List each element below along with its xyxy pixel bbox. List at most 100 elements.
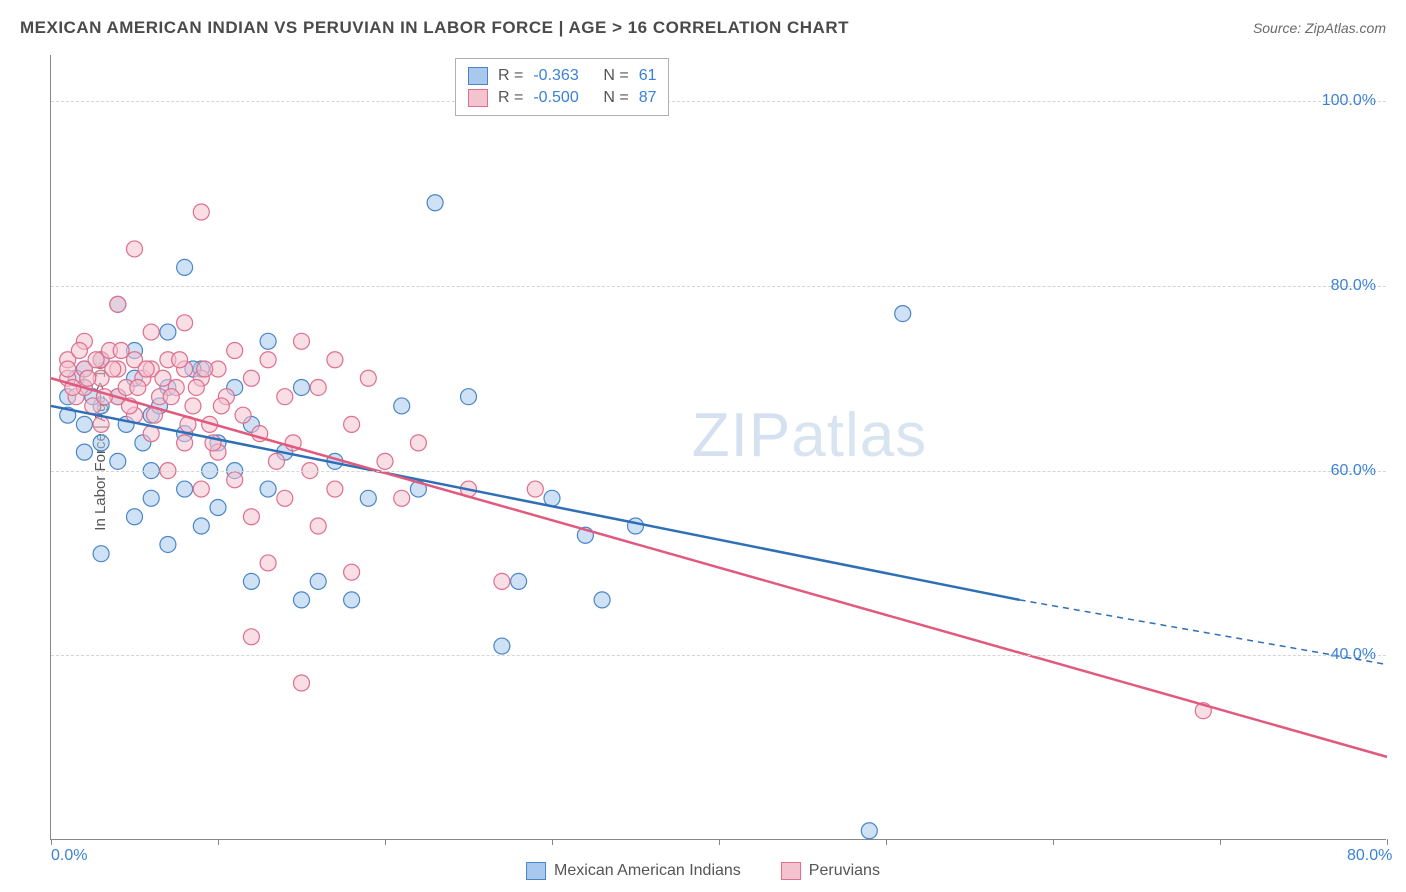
x-tick: [1053, 839, 1054, 845]
x-tick-label: 80.0%: [1347, 847, 1392, 865]
scatter-point: [177, 315, 193, 331]
trend-line: [51, 378, 1387, 757]
scatter-point: [310, 518, 326, 534]
x-tick: [385, 839, 386, 845]
series-swatch: [781, 862, 801, 880]
scatter-point: [268, 453, 284, 469]
scatter-point: [172, 352, 188, 368]
scatter-point: [210, 500, 226, 516]
scatter-point: [344, 592, 360, 608]
gridline-h: [51, 655, 1386, 656]
scatter-point: [185, 398, 201, 414]
scatter-point: [177, 481, 193, 497]
plot-area: ZIPatlas 0.0%80.0% 40.0%60.0%80.0%100.0%: [50, 55, 1386, 840]
x-tick: [1220, 839, 1221, 845]
scatter-point: [88, 352, 104, 368]
scatter-point: [360, 370, 376, 386]
scatter-point: [193, 204, 209, 220]
scatter-point: [327, 481, 343, 497]
scatter-point: [127, 509, 143, 525]
y-tick-label: 100.0%: [1322, 92, 1376, 110]
scatter-point: [143, 324, 159, 340]
x-tick: [552, 839, 553, 845]
gridline-h: [51, 286, 1386, 287]
scatter-point: [160, 536, 176, 552]
x-tick: [218, 839, 219, 845]
scatter-point: [227, 343, 243, 359]
x-tick: [1387, 839, 1388, 845]
chart-title: MEXICAN AMERICAN INDIAN VS PERUVIAN IN L…: [20, 18, 849, 38]
legend-item: Mexican American Indians: [526, 862, 741, 880]
scatter-point: [410, 435, 426, 451]
scatter-point: [277, 490, 293, 506]
scatter-point: [394, 398, 410, 414]
y-tick-label: 60.0%: [1331, 462, 1376, 480]
r-label: R =: [498, 89, 523, 107]
scatter-point: [105, 361, 121, 377]
scatter-point: [294, 675, 310, 691]
x-tick: [719, 839, 720, 845]
bottom-legend: Mexican American Indians Peruvians: [526, 862, 880, 880]
scatter-point: [461, 389, 477, 405]
scatter-point: [243, 629, 259, 645]
scatter-point: [310, 573, 326, 589]
scatter-point: [127, 241, 143, 257]
scatter-point: [177, 435, 193, 451]
scatter-point: [193, 481, 209, 497]
scatter-point: [76, 416, 92, 432]
scatter-point: [235, 407, 251, 423]
scatter-point: [163, 389, 179, 405]
scatter-point: [310, 379, 326, 395]
scatter-point: [155, 370, 171, 386]
scatter-point: [344, 416, 360, 432]
scatter-point: [260, 352, 276, 368]
scatter-point: [60, 361, 76, 377]
legend-item: Peruvians: [781, 862, 880, 880]
stats-row: R =-0.363N =61: [468, 65, 656, 87]
scatter-point: [861, 823, 877, 839]
scatter-point: [527, 481, 543, 497]
scatter-point: [377, 453, 393, 469]
scatter-point: [360, 490, 376, 506]
scatter-point: [193, 518, 209, 534]
scatter-point: [80, 370, 96, 386]
scatter-point: [344, 564, 360, 580]
scatter-point: [294, 379, 310, 395]
scatter-point: [260, 481, 276, 497]
scatter-point: [260, 333, 276, 349]
source-attribution: Source: ZipAtlas.com: [1253, 20, 1386, 36]
scatter-point: [93, 416, 109, 432]
scatter-point: [76, 444, 92, 460]
gridline-h: [51, 471, 1386, 472]
stats-box: R =-0.363N =61R =-0.500N =87: [455, 58, 669, 116]
stats-row: R =-0.500N =87: [468, 87, 656, 109]
scatter-point: [188, 379, 204, 395]
series-swatch: [526, 862, 546, 880]
title-bar: MEXICAN AMERICAN INDIAN VS PERUVIAN IN L…: [20, 18, 1386, 38]
legend-label: Mexican American Indians: [554, 862, 741, 880]
scatter-point: [213, 398, 229, 414]
trend-line: [51, 406, 1020, 600]
n-value: 87: [639, 89, 657, 107]
n-label: N =: [603, 89, 628, 107]
gridline-h: [51, 101, 1386, 102]
scatter-point: [93, 546, 109, 562]
scatter-point: [594, 592, 610, 608]
scatter-point: [93, 435, 109, 451]
scatter-point: [243, 370, 259, 386]
scatter-point: [427, 195, 443, 211]
scatter-point: [294, 333, 310, 349]
scatter-point: [511, 573, 527, 589]
x-tick: [51, 839, 52, 845]
scatter-point: [243, 509, 259, 525]
scatter-point: [494, 573, 510, 589]
scatter-point: [277, 389, 293, 405]
series-swatch: [468, 89, 488, 107]
n-label: N =: [603, 67, 628, 85]
scatter-point: [260, 555, 276, 571]
scatter-point: [110, 453, 126, 469]
n-value: 61: [639, 67, 657, 85]
r-value: -0.363: [533, 67, 593, 85]
scatter-point: [628, 518, 644, 534]
scatter-point: [494, 638, 510, 654]
